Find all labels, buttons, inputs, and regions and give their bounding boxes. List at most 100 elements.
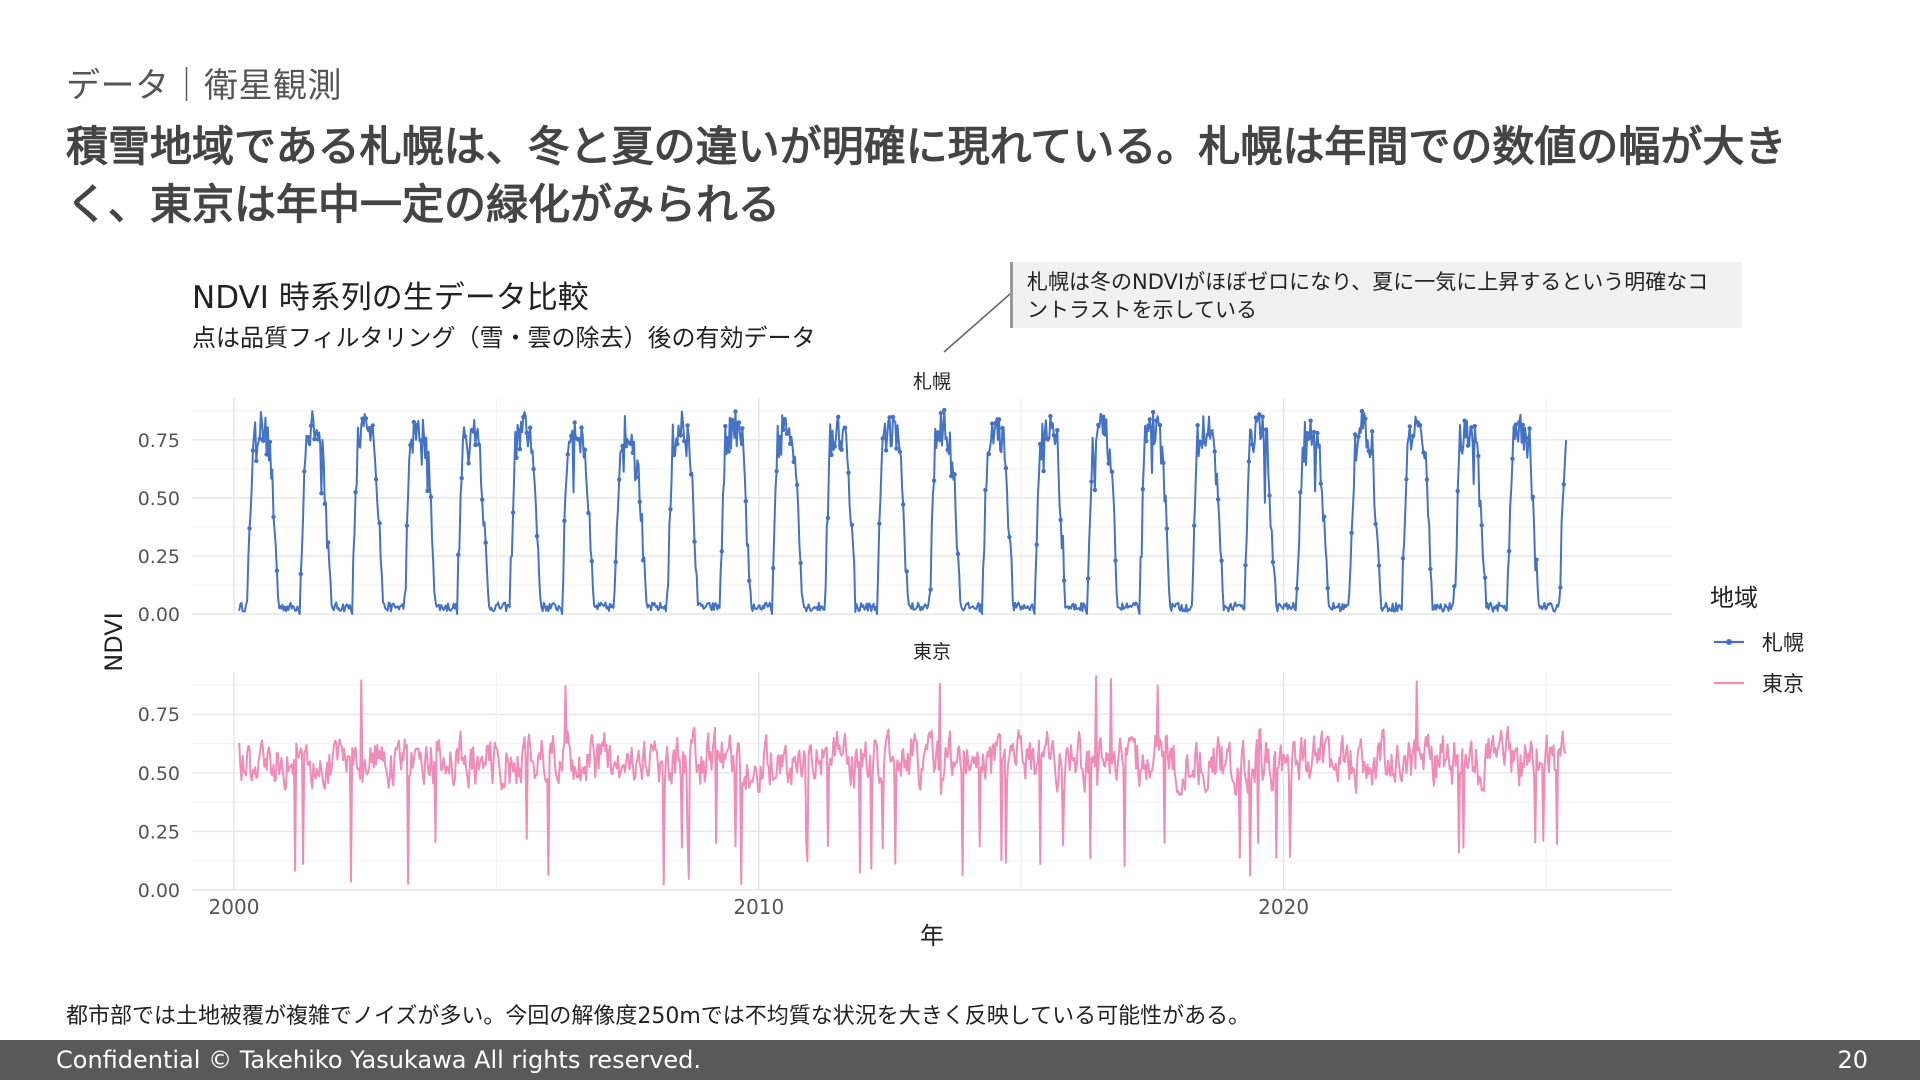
series-point bbox=[562, 518, 567, 523]
x-tick-label: 2000 bbox=[209, 895, 260, 919]
series-point bbox=[1260, 414, 1265, 419]
series-point bbox=[1192, 523, 1197, 528]
series-point bbox=[1263, 427, 1269, 432]
series-point bbox=[473, 442, 478, 448]
series-point bbox=[521, 414, 526, 420]
series-point bbox=[640, 558, 646, 563]
series-point bbox=[1202, 440, 1207, 445]
series-point bbox=[1154, 418, 1159, 423]
series-point bbox=[1000, 425, 1005, 431]
series-point bbox=[1205, 432, 1211, 437]
series-point bbox=[777, 434, 783, 440]
series-point bbox=[1513, 422, 1519, 427]
series-point bbox=[1219, 558, 1224, 563]
series-point bbox=[1472, 423, 1478, 429]
series-point bbox=[377, 520, 382, 526]
series-point bbox=[257, 436, 262, 441]
series-point bbox=[942, 407, 947, 413]
series-point bbox=[1356, 434, 1361, 439]
series-point bbox=[1209, 430, 1214, 435]
legend-title: 地域 bbox=[1710, 584, 1758, 612]
series-point bbox=[367, 425, 372, 431]
series-point bbox=[1411, 433, 1416, 438]
series-point bbox=[1195, 423, 1200, 428]
headline: 積雪地域である札幌は、冬と夏の違いが明確に現れている。札幌は年間での数値の幅が大… bbox=[66, 122, 1787, 229]
series-point bbox=[267, 439, 273, 445]
series-point bbox=[729, 417, 735, 423]
facet-label: 東京 bbox=[913, 641, 951, 663]
series-point bbox=[688, 472, 694, 477]
series-point bbox=[1161, 460, 1166, 466]
series-point bbox=[1096, 422, 1101, 428]
y-tick-label: 0.00 bbox=[138, 604, 180, 626]
series-point bbox=[740, 426, 745, 431]
series-point bbox=[483, 540, 488, 545]
series-point bbox=[459, 476, 464, 481]
series-point bbox=[1308, 418, 1313, 423]
series-point bbox=[630, 450, 636, 455]
series-point bbox=[945, 447, 950, 452]
series-point bbox=[1109, 469, 1115, 474]
series-point bbox=[1048, 413, 1053, 419]
series-point bbox=[1558, 585, 1563, 590]
series-point bbox=[1476, 453, 1481, 459]
series-point bbox=[1243, 563, 1248, 568]
series-point bbox=[589, 558, 594, 564]
series-point bbox=[1366, 448, 1371, 454]
section-label: データ｜衛星観測 bbox=[66, 66, 342, 106]
series-point bbox=[1517, 420, 1522, 425]
series-point bbox=[363, 416, 369, 421]
series-point bbox=[637, 499, 642, 505]
series-point bbox=[877, 521, 882, 526]
series-point bbox=[510, 510, 516, 515]
series-point bbox=[1352, 432, 1358, 437]
series-point bbox=[620, 443, 625, 449]
series-point bbox=[524, 430, 529, 435]
series-point bbox=[425, 488, 430, 494]
series-point bbox=[849, 522, 855, 527]
series-point bbox=[418, 438, 423, 443]
series-point bbox=[308, 423, 314, 428]
series-point bbox=[832, 444, 837, 449]
chart-title: NDVI 時系列の生データ比較 bbox=[192, 280, 589, 316]
series-point bbox=[692, 539, 697, 544]
series-point bbox=[421, 436, 427, 441]
series-point bbox=[1424, 477, 1430, 482]
series-point bbox=[1253, 415, 1259, 420]
series-point bbox=[842, 425, 848, 430]
series-point bbox=[462, 434, 468, 439]
legend-entry-label: 札幌 bbox=[1762, 631, 1804, 655]
series-point bbox=[1452, 584, 1457, 589]
series-point bbox=[302, 469, 307, 474]
series-point bbox=[1455, 488, 1460, 494]
series-point bbox=[1482, 575, 1488, 580]
series-point bbox=[1055, 428, 1060, 433]
series-point bbox=[1099, 414, 1105, 419]
series-point bbox=[1301, 458, 1306, 463]
series-point bbox=[990, 421, 995, 426]
series-point bbox=[935, 430, 940, 435]
series-point bbox=[1246, 459, 1252, 464]
series-point bbox=[1315, 430, 1320, 436]
series-point bbox=[671, 452, 677, 458]
series-point bbox=[634, 475, 639, 480]
series-point bbox=[733, 409, 738, 414]
series-point bbox=[572, 420, 577, 425]
series-point bbox=[955, 551, 961, 557]
series-point bbox=[569, 433, 574, 439]
series-line-tokyo bbox=[238, 675, 1567, 886]
footnote: 都市部では土地被覆が複雑でノイズが多い。今回の解像度250mでは不均質な状況を大… bbox=[66, 1004, 1251, 1029]
y-tick-label: 0.50 bbox=[138, 488, 180, 510]
series-point bbox=[1215, 497, 1221, 502]
series-point bbox=[613, 559, 618, 565]
series-line-sapporo bbox=[238, 409, 1568, 615]
series-point bbox=[617, 477, 622, 482]
series-point bbox=[1311, 429, 1317, 435]
series-point bbox=[254, 458, 259, 464]
series-point bbox=[983, 487, 988, 493]
series-point bbox=[305, 434, 310, 440]
series-point bbox=[1414, 419, 1419, 424]
series-point bbox=[1400, 556, 1406, 561]
series-point bbox=[264, 452, 269, 457]
series-point bbox=[623, 444, 629, 449]
